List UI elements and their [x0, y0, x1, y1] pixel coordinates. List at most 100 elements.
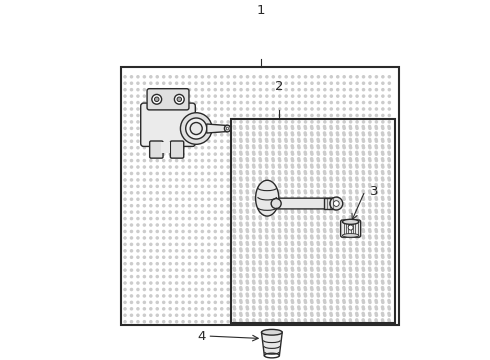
Circle shape — [349, 282, 352, 284]
Circle shape — [382, 127, 384, 129]
Circle shape — [356, 151, 358, 153]
Circle shape — [233, 235, 235, 237]
Circle shape — [291, 171, 294, 173]
Circle shape — [363, 127, 365, 129]
Circle shape — [189, 95, 191, 97]
Circle shape — [324, 121, 326, 123]
Circle shape — [279, 237, 281, 239]
Circle shape — [220, 217, 223, 220]
Circle shape — [317, 171, 319, 173]
Circle shape — [143, 295, 146, 297]
Circle shape — [227, 89, 229, 91]
Circle shape — [272, 172, 274, 175]
Circle shape — [297, 158, 300, 160]
Circle shape — [368, 235, 371, 237]
Circle shape — [124, 308, 126, 310]
Circle shape — [388, 229, 390, 231]
Circle shape — [330, 300, 332, 302]
Circle shape — [311, 275, 313, 278]
Circle shape — [343, 237, 345, 239]
Circle shape — [311, 256, 313, 258]
Circle shape — [246, 267, 248, 269]
Circle shape — [208, 211, 210, 213]
Circle shape — [259, 222, 261, 224]
Circle shape — [163, 269, 165, 271]
Circle shape — [285, 211, 287, 213]
Circle shape — [201, 82, 203, 84]
Circle shape — [356, 301, 358, 303]
Circle shape — [388, 321, 391, 323]
Circle shape — [337, 89, 339, 91]
Circle shape — [175, 237, 178, 239]
Circle shape — [266, 267, 268, 269]
Circle shape — [272, 306, 274, 308]
Circle shape — [363, 295, 365, 297]
Circle shape — [356, 255, 358, 257]
Circle shape — [163, 127, 165, 129]
Circle shape — [285, 230, 287, 233]
Circle shape — [208, 121, 210, 123]
Circle shape — [388, 184, 390, 186]
Circle shape — [156, 172, 158, 175]
Circle shape — [240, 274, 242, 276]
Circle shape — [317, 306, 319, 308]
Circle shape — [343, 203, 345, 205]
Circle shape — [220, 204, 223, 207]
Circle shape — [336, 145, 339, 147]
Circle shape — [150, 275, 152, 278]
Circle shape — [323, 248, 325, 250]
Circle shape — [285, 256, 287, 258]
Circle shape — [311, 224, 313, 226]
Circle shape — [349, 222, 351, 224]
Circle shape — [220, 269, 223, 271]
Circle shape — [356, 138, 358, 140]
Circle shape — [304, 153, 307, 155]
Circle shape — [368, 229, 371, 231]
Bar — [324, 198, 336, 209]
Circle shape — [143, 237, 146, 239]
Circle shape — [234, 198, 236, 200]
Circle shape — [324, 108, 326, 110]
Circle shape — [246, 312, 248, 315]
Circle shape — [272, 211, 274, 213]
Circle shape — [337, 159, 339, 162]
Circle shape — [291, 184, 294, 186]
Circle shape — [343, 300, 345, 302]
Circle shape — [143, 243, 146, 246]
Circle shape — [169, 172, 171, 175]
Circle shape — [388, 275, 391, 278]
Circle shape — [220, 147, 223, 149]
Circle shape — [227, 76, 229, 78]
Circle shape — [272, 179, 274, 181]
Circle shape — [266, 114, 268, 117]
Circle shape — [240, 263, 242, 265]
Circle shape — [201, 89, 203, 91]
Circle shape — [259, 158, 261, 160]
Circle shape — [349, 301, 352, 303]
Circle shape — [330, 269, 332, 271]
Circle shape — [369, 243, 371, 246]
Circle shape — [317, 209, 319, 211]
Circle shape — [208, 76, 210, 78]
Circle shape — [259, 308, 262, 310]
Circle shape — [279, 217, 281, 220]
Circle shape — [363, 308, 365, 310]
Circle shape — [175, 185, 178, 188]
Circle shape — [343, 190, 345, 192]
Circle shape — [163, 288, 165, 291]
Circle shape — [388, 295, 391, 297]
Circle shape — [208, 314, 210, 316]
Circle shape — [259, 166, 262, 168]
Circle shape — [324, 230, 326, 233]
Circle shape — [253, 288, 255, 291]
Circle shape — [278, 242, 280, 244]
Circle shape — [234, 185, 236, 188]
Circle shape — [272, 102, 274, 104]
Circle shape — [252, 319, 255, 321]
Circle shape — [220, 295, 223, 297]
Circle shape — [311, 312, 313, 315]
Circle shape — [130, 127, 133, 129]
Circle shape — [343, 198, 345, 200]
Circle shape — [130, 114, 133, 117]
Circle shape — [388, 261, 390, 263]
